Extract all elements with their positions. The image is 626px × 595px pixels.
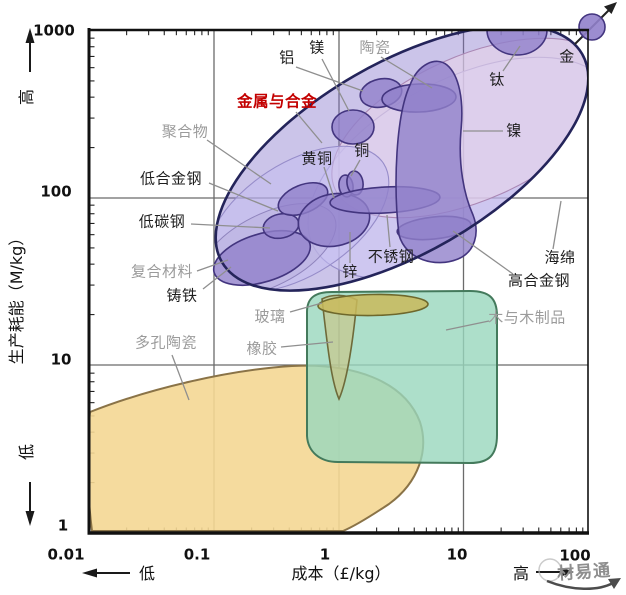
leader-lines: [171, 45, 562, 401]
gold-arrowhead-icon: [604, 2, 617, 14]
material-label-aluminum: 铝: [279, 48, 295, 67]
leader-stainless-steel: [386, 214, 391, 248]
leader-glass: [289, 302, 323, 313]
material-label-high-alloy-steel: 高合金钢: [507, 271, 571, 290]
material-label-magnesium: 镁: [309, 38, 325, 57]
material-label-low-carbon-steel: 低碳钢: [138, 212, 186, 231]
leader-copper: [350, 159, 361, 177]
region-wood: [306, 289, 498, 465]
plot-borders: [87, 28, 589, 535]
region-rubber: [321, 294, 358, 401]
x-axis-title: 成本（£/kg）: [291, 564, 391, 583]
y-axis-low-label: 低: [17, 443, 36, 461]
leader-porous-ceramics: [171, 354, 190, 401]
bubble-nickel: [395, 60, 477, 264]
leader-titanium: [502, 45, 521, 72]
material-label-rubber: 橡胶: [246, 339, 278, 358]
bubble-magnesium: [331, 109, 375, 145]
gold-offscale-marker: [574, 2, 617, 45]
leader-rubber: [280, 341, 334, 348]
x-axis-high-label: 高: [512, 564, 530, 583]
material-label-gold: 金: [559, 47, 575, 66]
leader-polymers: [206, 139, 272, 185]
leader-low-carbon-steel: [190, 223, 271, 229]
material-label-copper: 铜: [354, 141, 370, 160]
material-label-composites: 复合材料: [130, 262, 194, 281]
leader-wood: [445, 320, 490, 331]
leader-metals-and-alloys: [295, 111, 323, 144]
leader-magnesium: [321, 58, 350, 112]
bubble-cast-iron: [212, 229, 312, 287]
leader-cast-iron: [202, 266, 232, 290]
x-axis-low-label: 低: [138, 564, 156, 583]
leader-brass: [323, 166, 335, 199]
leader-low-alloy-steel: [208, 182, 279, 212]
material-label-stainless-steel: 不锈钢: [367, 247, 415, 266]
leader-aluminum: [295, 66, 364, 92]
y-axis-title: 生产耗能（M/kg）: [7, 229, 26, 365]
region-glass: [317, 293, 429, 317]
y-tick-label-10: 10: [50, 350, 72, 369]
x-tick-label-10: 10: [446, 545, 468, 564]
leader-ceramics: [380, 56, 433, 89]
bubble-titanium: [486, 30, 548, 56]
material-label-zinc: 锌: [342, 262, 358, 281]
material-label-cast-iron: 铸铁: [166, 286, 198, 305]
y-tick-label-1: 1: [57, 516, 69, 535]
y-axis-high-label: 高: [17, 88, 36, 106]
material-label-low-alloy-steel: 低合金钢: [139, 169, 203, 188]
material-label-metals-and-alloys: 金属与合金: [236, 92, 318, 111]
y-tick-label-100: 100: [40, 182, 72, 201]
leader-composites: [196, 259, 229, 272]
watermark-logo: 材易通: [556, 560, 612, 585]
watermark-arrow-icon: [538, 558, 621, 591]
material-label-titanium: 钛: [489, 70, 505, 89]
material-label-glass: 玻璃: [254, 307, 286, 326]
leader-high-alloy-steel: [452, 230, 514, 275]
axis-arrows: [25, 28, 574, 578]
x-tick-label-0.01: 0.01: [47, 545, 85, 564]
material-label-porous-ceramics: 多孔陶瓷: [134, 333, 198, 352]
material-label-ceramics: 陶瓷: [359, 38, 391, 57]
x-tick-label-0.1: 0.1: [183, 545, 211, 564]
material-label-nickel: 镍: [506, 121, 522, 140]
x-tick-label-1: 1: [319, 545, 331, 564]
material-label-brass: 黄铜: [301, 149, 333, 168]
bubble-gold: [578, 13, 606, 41]
y-tick-label-1000: 1000: [33, 21, 75, 40]
leader-foam: [552, 200, 562, 250]
material-label-foam: 海绵: [544, 248, 576, 267]
material-label-wood: 木与木制品: [488, 308, 566, 327]
material-label-polymers: 聚合物: [161, 122, 209, 141]
x-tick-label-100: 100: [559, 546, 591, 565]
